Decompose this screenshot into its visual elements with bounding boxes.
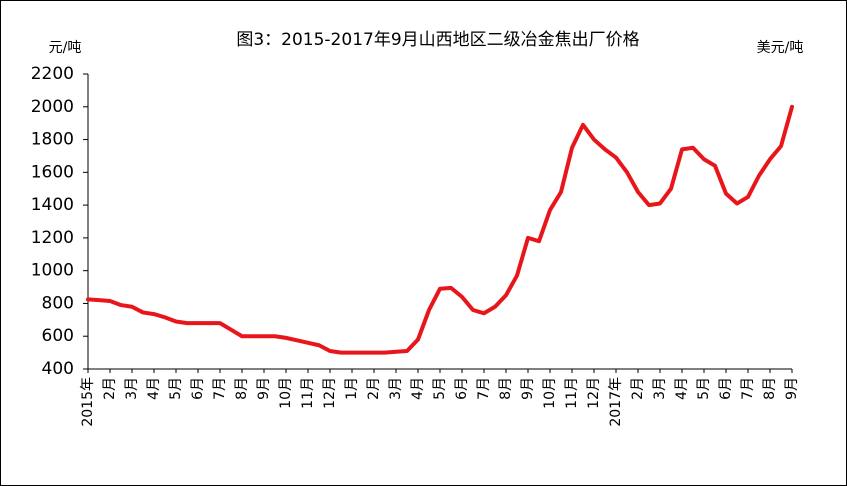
y2-axis-label: 美元/吨	[757, 40, 804, 56]
y-tick-label: 800	[42, 293, 74, 313]
x-tick-label: 7月	[212, 377, 228, 400]
data-line	[86, 104, 794, 355]
x-tick-label: 4月	[674, 377, 690, 400]
x-tick-label: 12月	[322, 377, 338, 409]
x-tick-label: 9月	[784, 377, 800, 400]
y-tick-label: 400	[42, 359, 74, 379]
x-tick-label: 11月	[300, 377, 316, 409]
y-tick-label: 1400	[31, 195, 74, 215]
x-tick-label: 7月	[740, 377, 756, 400]
y-tick-label: 600	[42, 326, 74, 346]
x-tick-label: 3月	[388, 377, 404, 400]
x-tick-label: 4月	[410, 377, 426, 400]
x-tick-label: 12月	[586, 377, 602, 409]
y-tick-label: 1000	[31, 261, 74, 281]
x-tick-label: 9月	[520, 377, 536, 400]
x-tick-label: 8月	[498, 377, 514, 400]
x-tick-label: 9月	[256, 377, 272, 400]
x-tick-label: 6月	[190, 377, 206, 400]
x-tick-label: 5月	[432, 377, 448, 400]
x-tick-label: 3月	[124, 377, 140, 400]
x-tick-label: 2015年	[80, 377, 96, 427]
x-tick-label: 10月	[542, 377, 558, 409]
x-tick-label: 8月	[234, 377, 250, 400]
x-tick-label: 2月	[630, 377, 646, 400]
x-tick-label: 6月	[454, 377, 470, 400]
x-tick-label: 7月	[476, 377, 492, 400]
y-tick-label: 1600	[31, 162, 74, 182]
y-tick-label: 1800	[31, 130, 74, 150]
x-tick-label: 2017年	[608, 377, 624, 427]
x-tick-label: 10月	[278, 377, 294, 409]
y-tick-label: 2200	[31, 64, 74, 84]
x-tick-label: 8月	[762, 377, 778, 400]
x-tick-label: 11月	[564, 377, 580, 409]
y-tick-label: 1200	[31, 228, 74, 248]
y-tick-label: 2000	[31, 97, 74, 117]
x-tick-label: 3月	[652, 377, 668, 400]
x-tick-label: 4月	[146, 377, 162, 400]
x-tick-label: 2月	[102, 377, 118, 400]
y-axis-label: 元/吨	[49, 40, 82, 56]
x-tick-label: 1月	[344, 377, 360, 400]
chart-title: 图3：2015-2017年9月山西地区二级冶金焦出厂价格	[236, 30, 639, 50]
x-tick-label: 5月	[696, 377, 712, 400]
x-tick-label: 5月	[168, 377, 184, 400]
x-tick-label: 2月	[366, 377, 382, 400]
x-tick-label: 6月	[718, 377, 734, 400]
